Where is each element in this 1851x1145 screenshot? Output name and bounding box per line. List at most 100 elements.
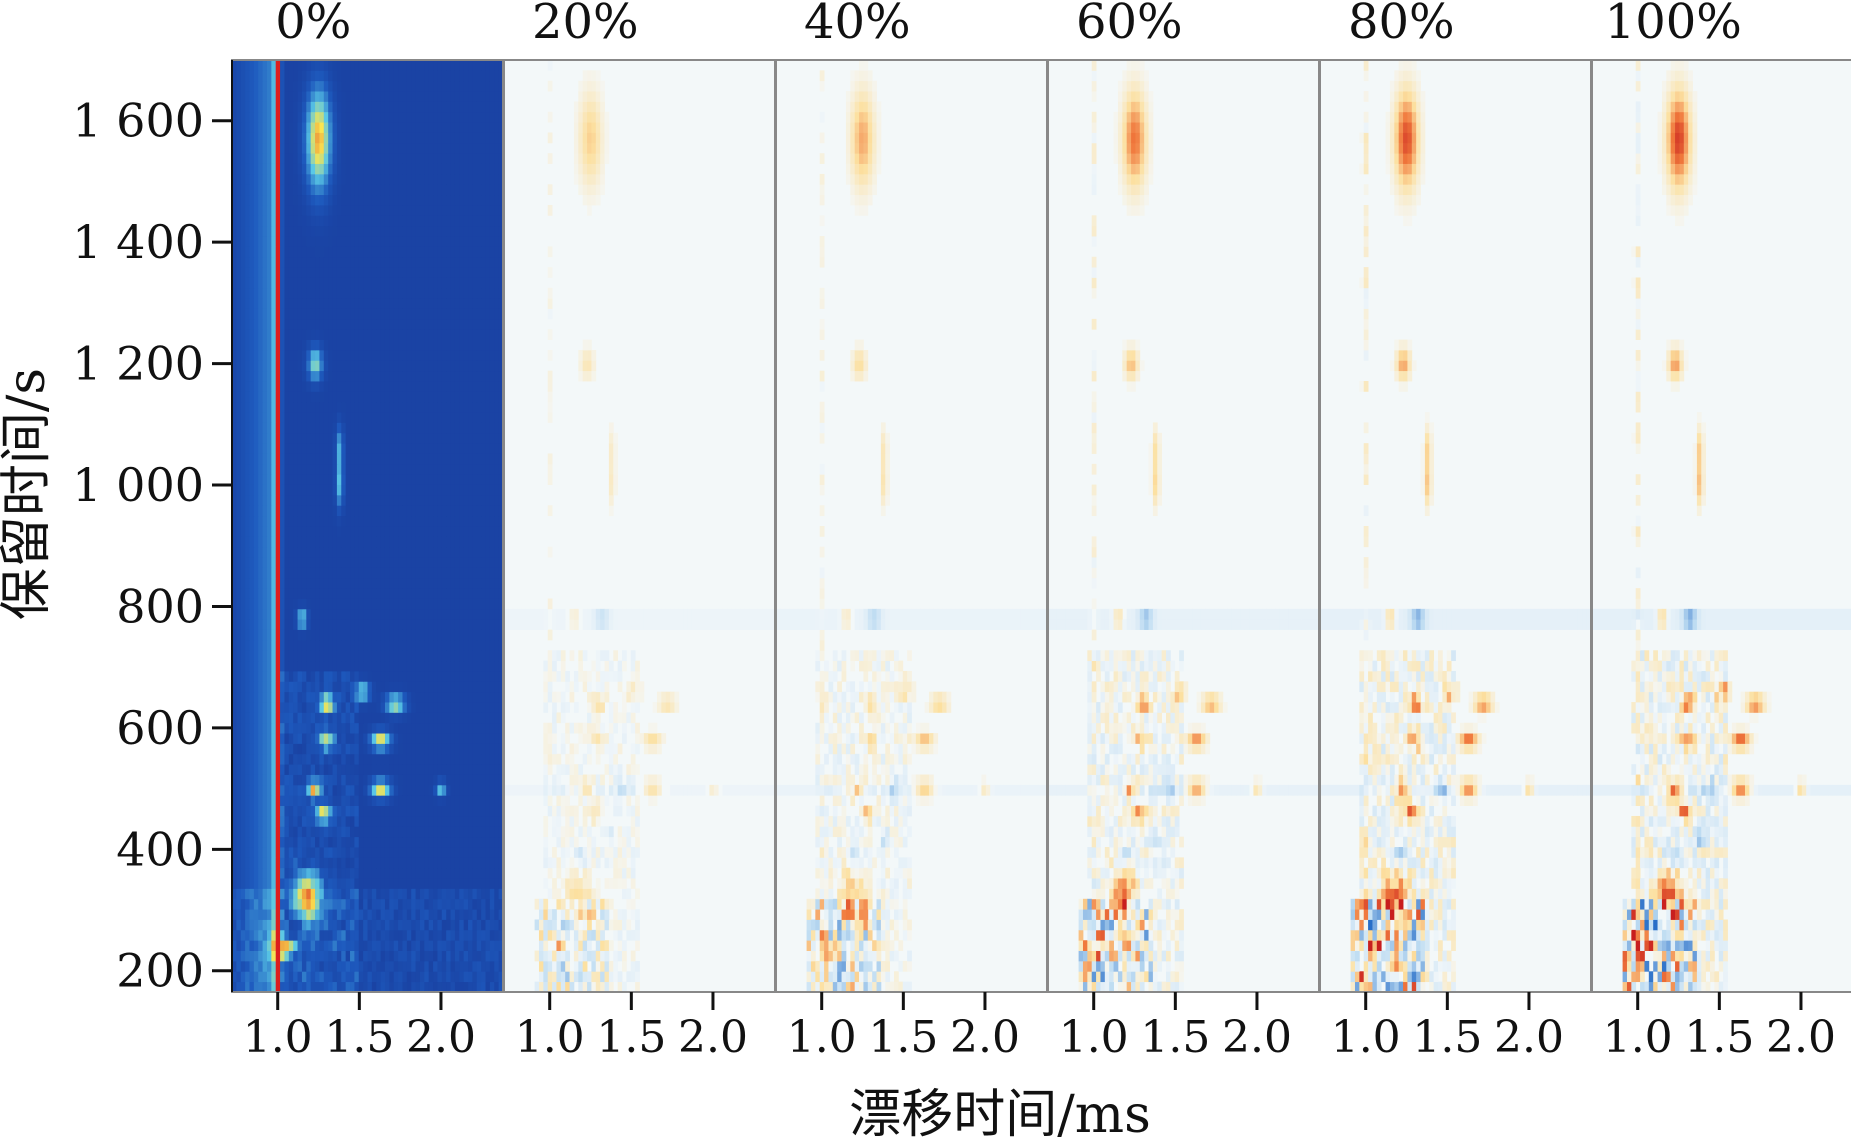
heatmap-cell (266, 702, 272, 713)
heatmap-cell (441, 929, 447, 941)
heatmap-cell (371, 215, 377, 227)
heatmap-cell (354, 349, 360, 361)
heatmap-cell (236, 847, 242, 858)
heatmap-cell (454, 236, 460, 247)
heatmap-cell (498, 557, 504, 568)
heatmap-cell (328, 702, 333, 713)
heatmap-cell (306, 805, 312, 817)
heatmap-cell (301, 598, 307, 610)
heatmap-cell (472, 184, 478, 196)
heatmap-cell (371, 412, 377, 423)
heatmap-cell (297, 619, 303, 630)
heatmap-cell (319, 267, 325, 278)
heatmap-cell (275, 215, 281, 227)
heatmap-cell (424, 660, 430, 672)
heatmap-cell (275, 898, 281, 910)
heatmap-cell (433, 184, 438, 196)
heatmap-cell (446, 515, 451, 527)
heatmap-cell (424, 204, 430, 216)
heatmap-cell (367, 153, 373, 164)
heatmap-cell (363, 929, 368, 941)
heatmap-cell (271, 650, 277, 662)
heatmap-cell (323, 360, 329, 372)
heatmap-cell (389, 349, 395, 361)
heatmap-cell (476, 681, 482, 693)
heatmap-cell (236, 287, 242, 299)
heatmap-cell (354, 629, 360, 641)
heatmap-cell (419, 215, 425, 227)
heatmap-cell (489, 567, 495, 579)
heatmap-cell (498, 670, 504, 682)
heatmap-cell (363, 277, 368, 289)
heatmap-cell (341, 184, 347, 196)
heatmap-cell (406, 432, 412, 444)
heatmap-cell (253, 401, 259, 413)
heatmap-cell (284, 805, 290, 817)
heatmap-cell (232, 950, 237, 962)
heatmap-cell (262, 391, 268, 403)
heatmap-cell (454, 733, 460, 744)
heatmap-cell (428, 660, 434, 672)
heatmap-cell (415, 308, 421, 320)
heatmap-cell (459, 329, 465, 340)
heatmap-cell (258, 588, 263, 599)
heatmap-cell (350, 267, 355, 278)
heatmap-cell (454, 826, 460, 838)
heatmap-cell (354, 940, 360, 951)
heatmap-cell (319, 360, 325, 372)
heatmap-cell (376, 184, 382, 196)
heatmap-cell (350, 194, 355, 206)
heatmap-cell (301, 204, 307, 216)
heatmap-cell (419, 743, 425, 755)
heatmap-cell (494, 339, 500, 351)
heatmap-cell (384, 836, 390, 848)
heatmap-cell (350, 619, 355, 630)
heatmap-cell (485, 329, 491, 340)
heatmap-cell (253, 505, 259, 517)
heatmap-cell (384, 505, 390, 517)
heatmap-cell (415, 184, 421, 196)
heatmap-cell (485, 422, 491, 434)
heatmap-cell (459, 505, 465, 517)
heatmap-cell (315, 867, 320, 879)
heatmap-cell (433, 608, 438, 620)
heatmap-cell (232, 919, 237, 931)
heatmap-cell (406, 712, 412, 724)
heatmap-cell (476, 784, 482, 796)
heatmap-cell (341, 805, 347, 817)
heatmap-cell (402, 919, 408, 931)
heatmap-cell (323, 878, 329, 889)
heatmap-cell (297, 836, 303, 848)
heatmap-cell (275, 660, 281, 672)
heatmap-cell (454, 722, 460, 734)
heatmap-cell (463, 805, 469, 817)
heatmap-cell (419, 267, 425, 278)
heatmap-cell (288, 215, 294, 227)
heatmap-cell (376, 971, 382, 983)
heatmap-cell (354, 381, 360, 392)
heatmap-cell (240, 184, 246, 196)
heatmap-cell (315, 463, 320, 475)
heatmap-cell (402, 298, 408, 309)
heatmap-cell (415, 608, 421, 620)
heatmap-cell (315, 826, 320, 838)
heatmap-cell (240, 318, 246, 330)
heatmap-cell (284, 463, 290, 475)
heatmap-cell (336, 660, 342, 672)
heatmap-cell (485, 204, 491, 216)
heatmap-cell (424, 867, 430, 879)
heatmap-cell (341, 443, 347, 454)
heatmap-cell (236, 950, 242, 962)
heatmap-cell (350, 712, 355, 724)
heatmap-cell (485, 536, 491, 548)
heatmap-cell (297, 277, 303, 289)
heatmap-cell (485, 950, 491, 962)
heatmap-cell (319, 857, 325, 869)
heatmap-cell (358, 878, 364, 889)
heatmap-cell (481, 784, 486, 796)
heatmap-cell (454, 784, 460, 796)
heatmap-cell (468, 463, 473, 475)
heatmap-cell (406, 836, 412, 848)
heatmap-cell (450, 681, 456, 693)
heatmap-cell (489, 836, 495, 848)
